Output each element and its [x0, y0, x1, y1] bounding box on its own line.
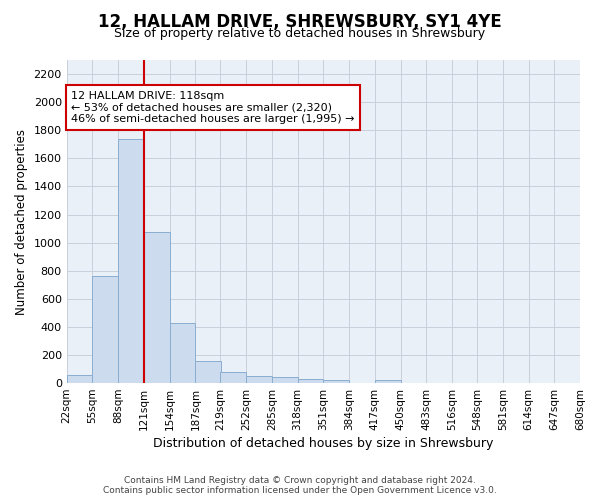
Text: Size of property relative to detached houses in Shrewsbury: Size of property relative to detached ho…	[115, 28, 485, 40]
Bar	[220, 372, 246, 383]
Bar	[118, 138, 144, 383]
Text: 12, HALLAM DRIVE, SHREWSBURY, SY1 4YE: 12, HALLAM DRIVE, SHREWSBURY, SY1 4YE	[98, 12, 502, 30]
Bar	[323, 380, 349, 383]
Bar	[67, 376, 92, 383]
X-axis label: Distribution of detached houses by size in Shrewsbury: Distribution of detached houses by size …	[153, 437, 494, 450]
Bar	[272, 377, 298, 383]
Bar	[196, 362, 221, 383]
Bar	[298, 379, 323, 383]
Bar	[170, 322, 196, 383]
Bar	[144, 232, 170, 383]
Text: Contains HM Land Registry data © Crown copyright and database right 2024.
Contai: Contains HM Land Registry data © Crown c…	[103, 476, 497, 495]
Bar	[246, 376, 272, 383]
Bar	[92, 276, 118, 383]
Text: 12 HALLAM DRIVE: 118sqm
← 53% of detached houses are smaller (2,320)
46% of semi: 12 HALLAM DRIVE: 118sqm ← 53% of detache…	[71, 91, 355, 124]
Bar	[375, 380, 401, 383]
Y-axis label: Number of detached properties: Number of detached properties	[15, 128, 28, 314]
